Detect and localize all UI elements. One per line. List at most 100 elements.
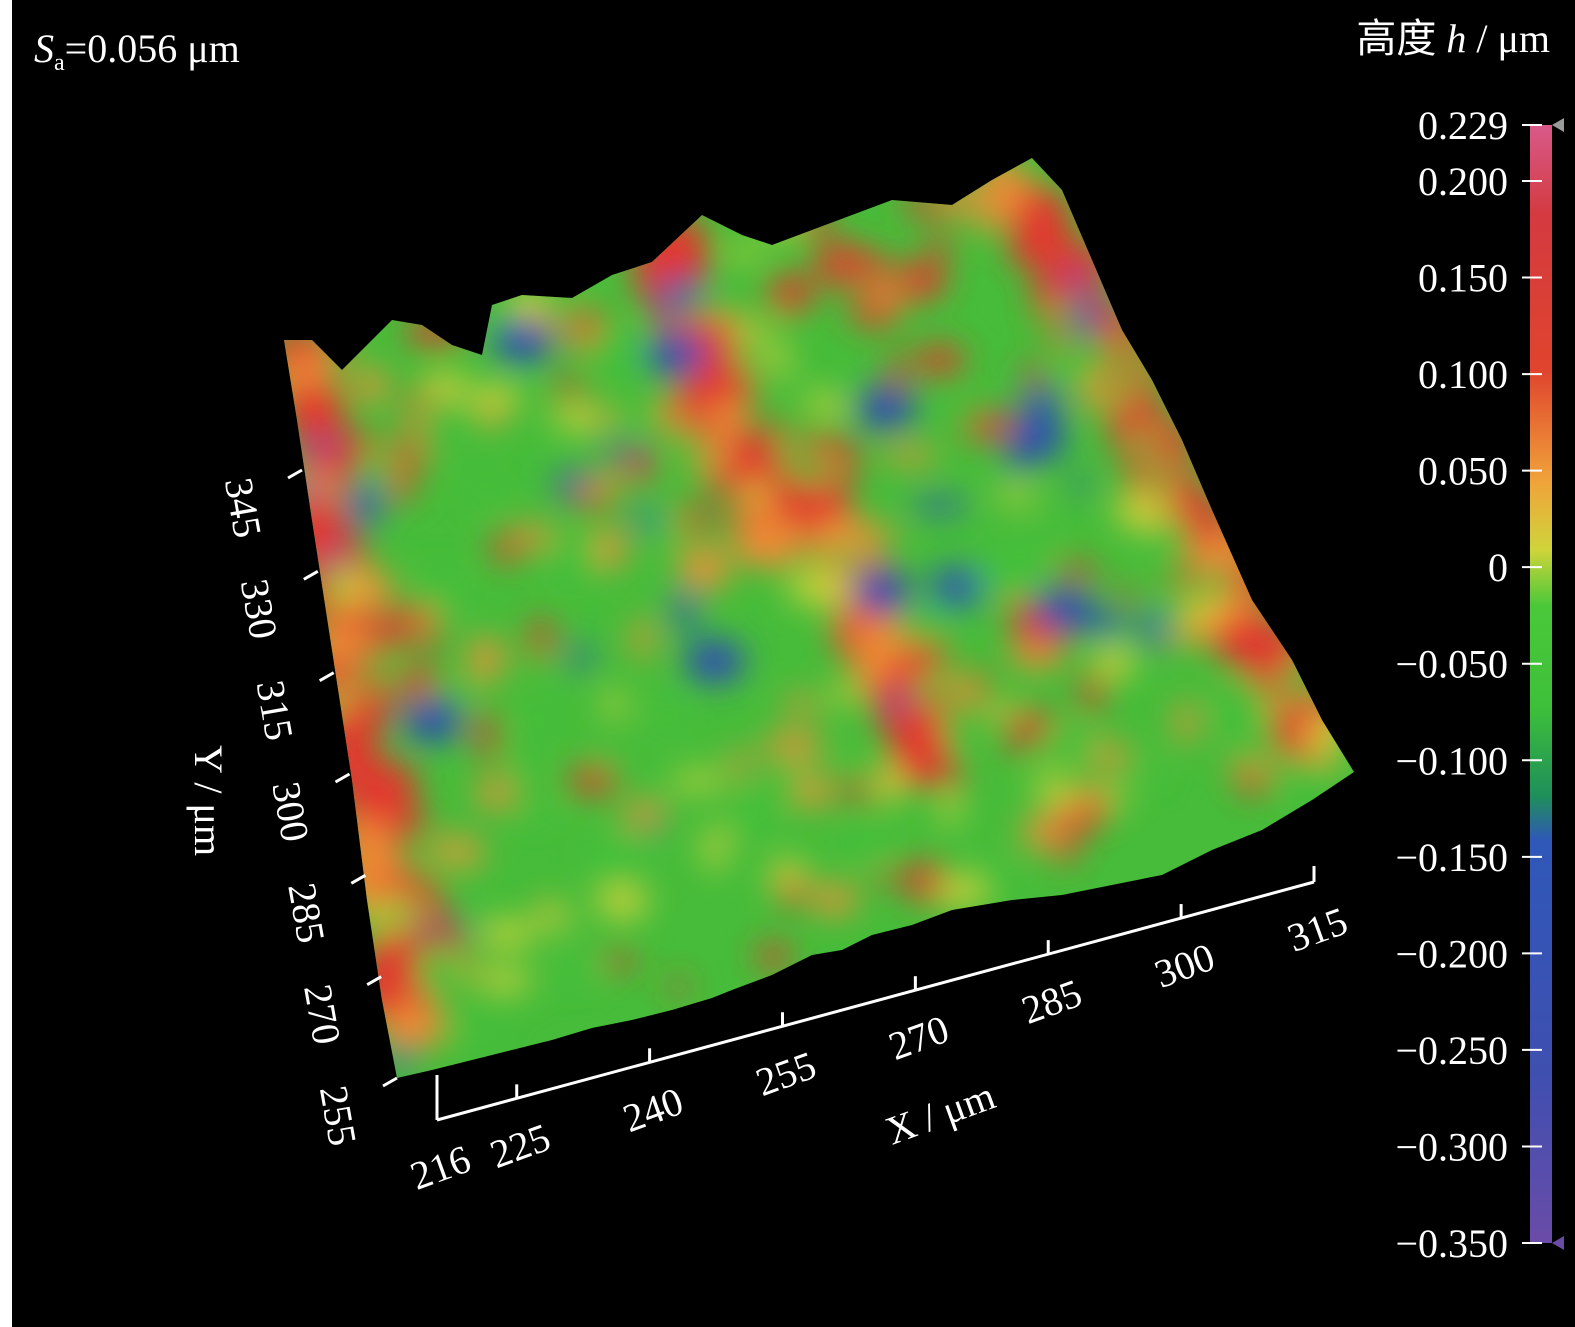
colorbar-tick-label: −0.150 [1395, 835, 1508, 880]
surface-patch [507, 928, 541, 941]
surface-patch [595, 525, 626, 571]
colorbar-tick-label: 0 [1488, 545, 1508, 590]
surface-patch [1220, 678, 1272, 719]
surface-patch [1002, 737, 1032, 753]
surface-patch [813, 240, 869, 288]
surface-patch [1172, 565, 1189, 598]
surface-patch [993, 487, 1040, 503]
surface-patch [1073, 293, 1100, 342]
surface-patch [928, 565, 984, 610]
surface-patch [958, 411, 978, 425]
surface-patch [352, 367, 388, 405]
surface-patch [1028, 770, 1070, 784]
surface-patch [756, 942, 791, 971]
surface-patch [550, 406, 602, 431]
surface-patch [1047, 725, 1094, 759]
y-tick-label: 330 [232, 576, 287, 643]
surface-patch [672, 445, 723, 461]
surface-patch [722, 245, 766, 260]
surface-patch [756, 315, 788, 329]
roughness-symbol: S [34, 26, 54, 71]
colorbar-top-marker [1552, 118, 1564, 132]
surface-patch [554, 378, 585, 399]
y-tick-label: 345 [216, 474, 271, 541]
surface-patch [431, 922, 464, 954]
surface-patch [554, 534, 601, 578]
surface-patch [564, 315, 581, 349]
surface-patch [1280, 758, 1338, 796]
surface-patch [558, 954, 593, 987]
surface-patch [654, 698, 679, 737]
surface-patch [896, 636, 947, 675]
surface-patch [621, 801, 666, 828]
surface-patch [367, 615, 410, 651]
colorbar-title: 高度 h / μm [1356, 16, 1550, 61]
surface-patch [512, 524, 554, 548]
surface-patch [474, 710, 494, 731]
colorbar-title-symbol: h [1446, 16, 1466, 61]
colorbar-tick-label: −0.100 [1395, 738, 1508, 783]
surface-ridge [380, 1003, 445, 1050]
surface-pit [492, 319, 553, 364]
y-tick-mark [318, 671, 335, 682]
surface-pit [1034, 587, 1095, 632]
roughness-subscript: a [54, 50, 65, 76]
surface-ridge [889, 722, 954, 788]
colorbar-gradient [1530, 125, 1552, 1243]
surface-patch [1020, 385, 1062, 425]
y-tick-mark [303, 570, 319, 581]
surface-patch [906, 859, 944, 904]
surface-patch [1175, 597, 1224, 622]
surface-patch [810, 883, 858, 916]
surface-patch [787, 454, 839, 485]
surface-patch [586, 840, 644, 887]
surface-patch [1133, 424, 1156, 462]
surface-patch [973, 204, 997, 235]
colorbar-tick-label: 0.150 [1418, 256, 1508, 301]
surface-patch [1070, 477, 1091, 493]
surface-patch [1118, 585, 1136, 604]
surface-patch [1239, 746, 1290, 768]
surface-patch [727, 796, 779, 834]
surface-patch [632, 616, 654, 661]
surface-patch [1140, 754, 1160, 784]
surface-patch [421, 625, 439, 654]
surface-patch [742, 481, 770, 511]
surface-patch [828, 542, 864, 571]
surface-patch [1061, 271, 1089, 288]
surface-patch [783, 694, 820, 715]
surface-patch [946, 767, 963, 792]
surface-patch [910, 497, 969, 514]
surface-patch [670, 976, 688, 997]
surface-patch [880, 446, 939, 465]
surface-patch [704, 826, 727, 871]
surface-patch [830, 684, 858, 706]
surface-patch [351, 662, 402, 677]
colorbar-title-prefix: 高度 [1356, 16, 1446, 61]
colorbar-tick-label: −0.300 [1395, 1124, 1508, 1169]
surface-patch [980, 555, 1039, 600]
surface-patch [1059, 334, 1114, 379]
y-tick-label: 315 [248, 677, 303, 744]
surface-pit [1006, 416, 1067, 461]
surface-patch [673, 589, 697, 634]
y-tick-mark [334, 772, 351, 784]
surface-patch [766, 419, 789, 443]
surface-pit [402, 698, 463, 743]
surface-patch [1162, 590, 1188, 638]
surface-patch [626, 444, 643, 465]
y-tick-mark [287, 468, 303, 480]
y-tick-mark [366, 975, 382, 986]
surface-patch [1175, 700, 1197, 744]
surface-patch [735, 340, 765, 378]
surface-pit [855, 385, 916, 430]
surface-patch [677, 543, 730, 592]
colorbar-tick-label: 0.229 [1418, 103, 1508, 148]
surface-patch [1056, 561, 1100, 579]
surface-patch [933, 874, 992, 908]
roughness-value: =0.056 μm [65, 26, 240, 71]
surface-patch [380, 905, 398, 941]
y-tick-mark [382, 1076, 398, 1088]
